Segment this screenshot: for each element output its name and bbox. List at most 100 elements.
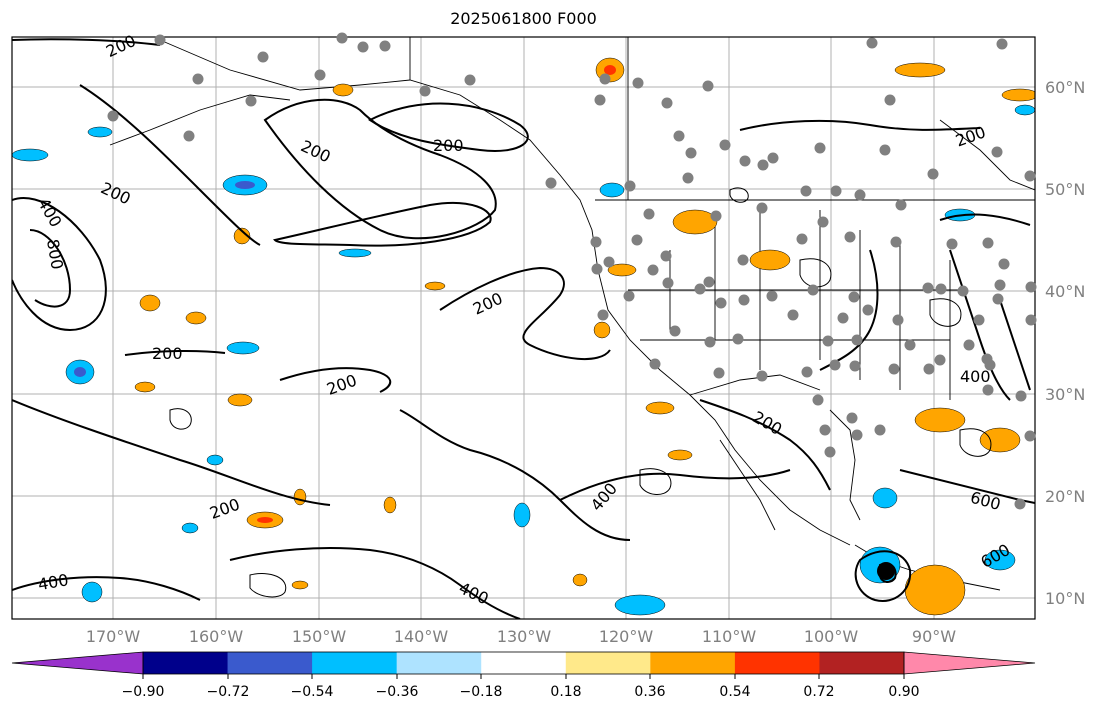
colorbar-tick-label: 0.18 (550, 684, 581, 700)
station-dot (844, 231, 856, 243)
station-dot (946, 238, 958, 250)
station-dot (837, 312, 849, 324)
colorbar-tick-label: −0.90 (122, 684, 165, 700)
colorbar-segment (565, 652, 651, 674)
station-dot (766, 290, 778, 302)
station-dot (545, 177, 557, 189)
station-dot (927, 168, 939, 180)
map-border (11, 36, 1036, 620)
station-dot (814, 142, 826, 154)
lat-label: 50°N (1045, 180, 1085, 199)
station-dot (973, 314, 985, 326)
station-dot (807, 284, 819, 296)
station-dot (245, 95, 257, 107)
station-dot (822, 335, 834, 347)
colorbar-segment (734, 652, 820, 674)
station-dot (660, 250, 672, 262)
station-dot (981, 353, 993, 365)
colorbar-segment (396, 652, 482, 674)
station-dot (830, 185, 842, 197)
station-dot (419, 85, 431, 97)
lat-label: 30°N (1045, 385, 1085, 404)
station-dot (632, 77, 644, 89)
station-dot (336, 32, 348, 44)
station-dot (862, 304, 874, 316)
station-dot (1015, 390, 1027, 402)
storm-center-marker (877, 562, 895, 580)
station-dot (892, 314, 904, 326)
station-dot (719, 139, 731, 151)
colorbar-segment (143, 652, 229, 674)
station-dot (982, 384, 994, 396)
colorbar-tick-label: 0.72 (803, 684, 834, 700)
lon-label: 100°W (804, 627, 859, 646)
station-dot (934, 354, 946, 366)
station-dot (685, 147, 697, 159)
station-dot (673, 130, 685, 142)
lon-label: 110°W (702, 627, 757, 646)
station-dot (801, 366, 813, 378)
station-dot (851, 334, 863, 346)
station-dot (1014, 498, 1026, 510)
station-dot (257, 51, 269, 63)
station-dot (732, 333, 744, 345)
station-dot (994, 279, 1006, 291)
station-dot (996, 38, 1008, 50)
shaded-fields (12, 57, 1035, 616)
lat-labels: 60°N 50°N 40°N 30°N 20°N 10°N (1045, 78, 1085, 608)
lon-label: 150°W (292, 627, 347, 646)
contour-label: 400 (960, 367, 991, 386)
station-dot (669, 325, 681, 337)
colorbar-extend-low (12, 652, 143, 674)
station-dot (737, 254, 749, 266)
station-dot (599, 73, 611, 85)
gridlines (12, 37, 1035, 619)
station-dot (957, 285, 969, 297)
station-dot (992, 293, 1004, 305)
station-dot (590, 236, 602, 248)
contours (12, 38, 1035, 619)
station-dot (107, 110, 119, 122)
station-dot (854, 189, 866, 201)
colorbar-segments (12, 652, 1035, 674)
station-dot (812, 394, 824, 406)
colorbar-segment (650, 652, 736, 674)
colorbar-tick-label: 0.54 (719, 684, 750, 700)
station-dot (848, 291, 860, 303)
colorbar-tick-label: 0.36 (634, 684, 665, 700)
station-dot (703, 276, 715, 288)
station-dot (800, 185, 812, 197)
station-dot (649, 358, 661, 370)
station-dot (829, 359, 841, 371)
station-dot (192, 73, 204, 85)
station-dot (817, 216, 829, 228)
station-dot (895, 199, 907, 211)
station-dot (738, 294, 750, 306)
station-dot (662, 277, 674, 289)
lon-label: 130°W (497, 627, 552, 646)
station-dot (715, 297, 727, 309)
station-dot (713, 367, 725, 379)
station-dot (890, 236, 902, 248)
station-dot (846, 412, 858, 424)
station-dot (702, 80, 714, 92)
colorbar-extend-high (904, 652, 1035, 674)
colorbar: −0.90 −0.72 −0.54 −0.36 −0.18 0.18 0.36 … (11, 651, 1036, 700)
station-dot (591, 263, 603, 275)
station-dot (963, 339, 975, 351)
station-dot (739, 155, 751, 167)
station-dot (879, 144, 891, 156)
station-dot (757, 159, 769, 171)
station-dot (849, 360, 861, 372)
station-dot (643, 208, 655, 220)
station-dot (796, 233, 808, 245)
station-dot (624, 180, 636, 192)
station-dot (357, 41, 369, 53)
colorbar-tick-label: −0.36 (376, 684, 419, 700)
thin-contours (169, 187, 992, 598)
colorbar-tick-label: −0.54 (291, 684, 334, 700)
station-dot (923, 363, 935, 375)
station-dot (819, 424, 831, 436)
station-dot (767, 152, 779, 164)
station-dot (661, 97, 673, 109)
